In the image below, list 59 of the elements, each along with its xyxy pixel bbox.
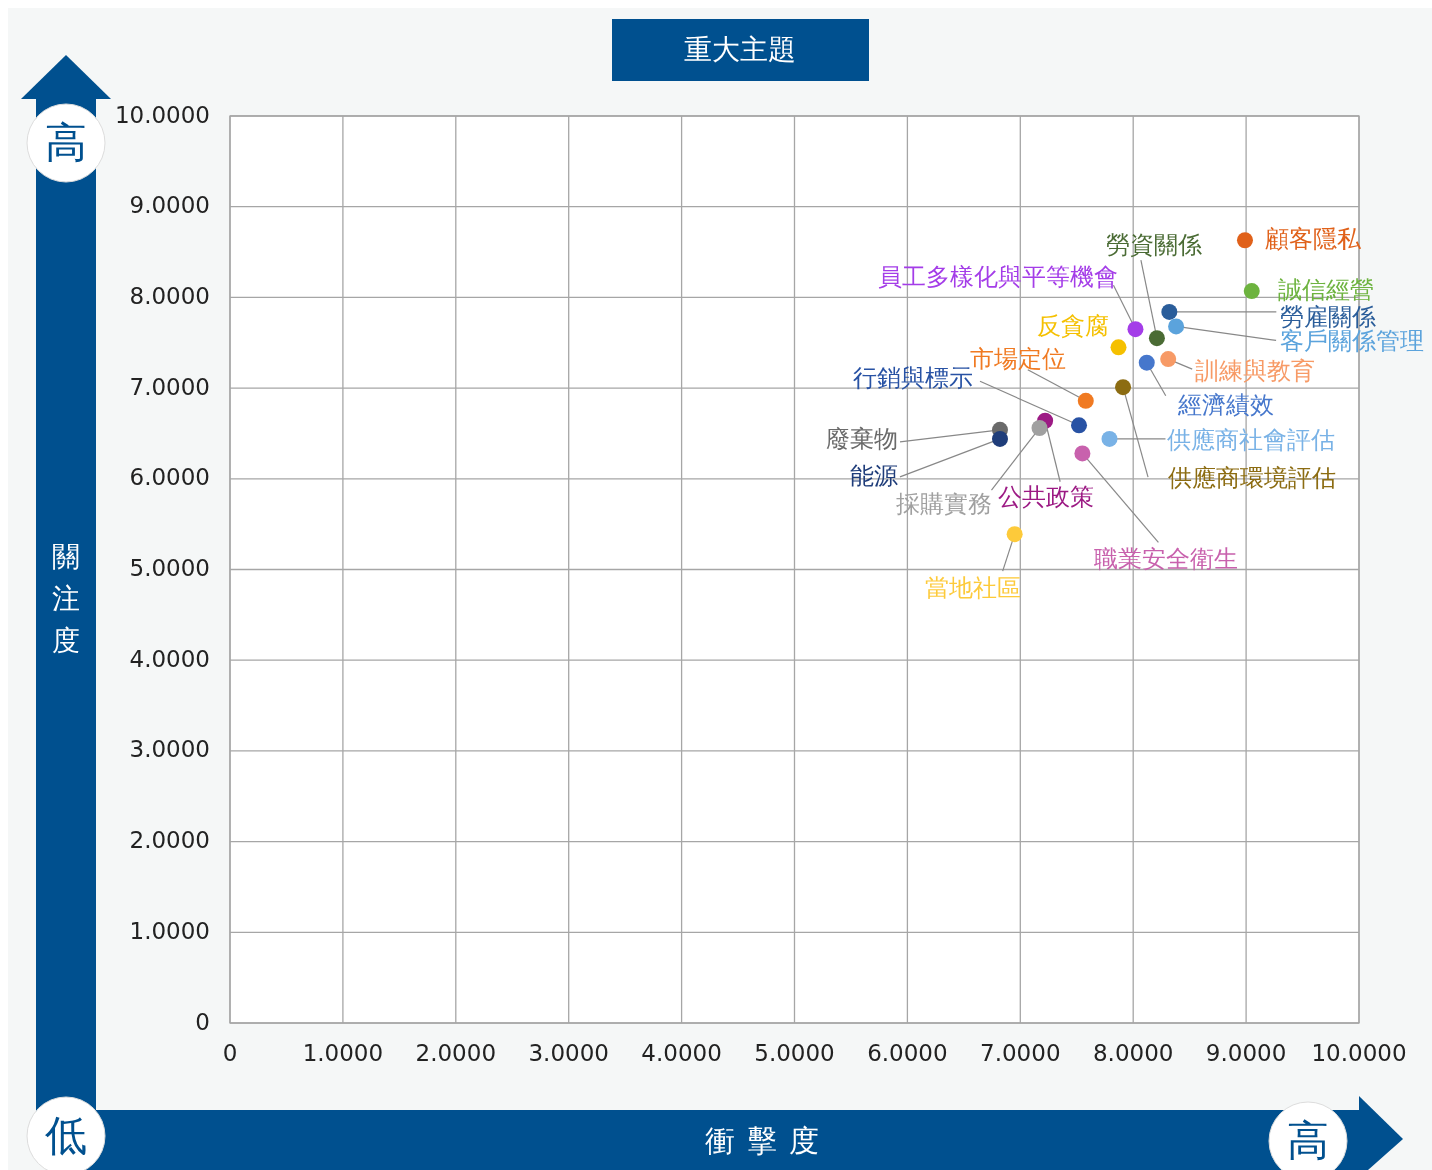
text: 公共政策	[998, 482, 1095, 511]
series-label: 經濟績效	[1176, 390, 1274, 419]
text: 高	[1287, 1115, 1329, 1165]
point	[1101, 430, 1118, 447]
x-tick-label: 8.0000	[1092, 1040, 1174, 1066]
y-tick-label: 4.0000	[129, 645, 210, 672]
point	[1168, 318, 1185, 335]
text: 高	[45, 117, 87, 167]
y-tick-label: 1.0000	[129, 917, 210, 944]
point	[1074, 445, 1091, 462]
y-tick-label: 0	[195, 1008, 210, 1035]
y-tick-label: 7.0000	[129, 373, 210, 400]
point	[1006, 526, 1023, 543]
x-axis-title: 衝擊度	[705, 1122, 831, 1158]
text: 能源	[849, 461, 898, 490]
series-label: 誠信經營	[1277, 276, 1374, 305]
y-tick-label: 9.0000	[129, 192, 210, 219]
series-label: 當地社區	[924, 574, 1021, 603]
point	[1115, 379, 1132, 396]
y-tick-label: 3.0000	[129, 736, 210, 763]
y-tick-label: 6.0000	[129, 464, 210, 491]
x-tick-label: 0	[222, 1040, 238, 1066]
x-tick-label: 6.0000	[867, 1040, 948, 1066]
x-tick-label: 9.0000	[1205, 1040, 1287, 1066]
point	[1148, 330, 1165, 347]
point	[1243, 283, 1260, 300]
series-label: 訓練與教育	[1195, 357, 1316, 386]
x-tick-label: 10.0000	[1311, 1040, 1407, 1066]
text: 職業安全衛生	[1094, 545, 1239, 574]
point	[1110, 339, 1127, 356]
text: 供應商社會評估	[1167, 425, 1336, 454]
point	[1077, 392, 1094, 409]
point	[991, 430, 1008, 447]
series-label: 顧客隱私	[1264, 225, 1362, 254]
point	[1236, 232, 1253, 249]
x-tick-label: 5.0000	[754, 1040, 835, 1066]
chart-title: 重大主題	[684, 33, 796, 66]
point	[1160, 351, 1177, 368]
text: 低	[45, 1110, 87, 1160]
y-tick-label: 10.0000	[114, 101, 210, 128]
point	[1127, 321, 1144, 338]
point	[1161, 303, 1178, 320]
text: 勞資關係	[1105, 231, 1202, 260]
y-axis-title: 關注度	[52, 540, 80, 657]
y-tick-label: 2.0000	[129, 827, 210, 854]
point	[1138, 354, 1155, 371]
text: 供應商環境評估	[1168, 464, 1337, 493]
x-tick-label: 4.0000	[641, 1040, 722, 1066]
series-label: 員工多樣化與平等機會	[878, 263, 1119, 292]
x-tick-label: 3.0000	[528, 1040, 609, 1066]
point	[1031, 420, 1048, 437]
series-label: 反貪腐	[1036, 312, 1109, 341]
text: 廢棄物	[825, 424, 898, 453]
x-tick-label: 7.0000	[980, 1040, 1061, 1066]
x-tick-label: 2.0000	[415, 1040, 497, 1066]
y-tick-label: 5.0000	[129, 555, 210, 581]
point	[1071, 417, 1088, 434]
y-tick-label: 8.0000	[129, 282, 210, 309]
x-tick-label: 1.0000	[302, 1040, 384, 1066]
